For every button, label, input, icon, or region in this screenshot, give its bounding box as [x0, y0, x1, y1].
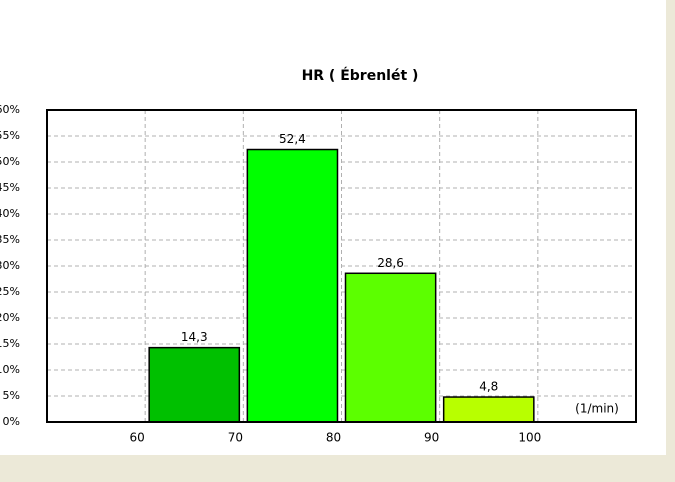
y-tick-label: 20%	[0, 311, 20, 324]
chart-title: HR ( Ébrenlét )	[302, 67, 419, 84]
y-tick-label: 35%	[0, 233, 20, 246]
y-tick-label: 60%	[0, 103, 20, 116]
y-tick-label: 5%	[3, 389, 20, 402]
bar	[442, 396, 535, 423]
y-tick-label: 55%	[0, 129, 20, 142]
x-tick-label: 100	[518, 431, 541, 445]
data-label: 52,4	[279, 132, 306, 146]
y-tick-label: 0%	[3, 415, 20, 428]
y-tick-label: 40%	[0, 207, 20, 220]
data-label: 28,6	[377, 256, 404, 270]
data-label: 4,8	[479, 380, 498, 394]
y-tick-label: 30%	[0, 259, 20, 272]
y-tick-label: 15%	[0, 337, 20, 350]
plot-frame	[46, 109, 637, 423]
y-tick-label: 50%	[0, 155, 20, 168]
y-tick-label: 45%	[0, 181, 20, 194]
data-label: 14,3	[181, 330, 208, 344]
x-tick-label: 90	[424, 431, 439, 445]
x-tick-label: 70	[228, 431, 243, 445]
bar	[148, 346, 241, 423]
bar	[246, 148, 339, 423]
x-tick-label: 80	[326, 431, 341, 445]
x-axis-label: (1/min)	[575, 402, 619, 416]
y-tick-label: 25%	[0, 285, 20, 298]
bar	[344, 272, 437, 423]
x-tick-label: 60	[130, 431, 145, 445]
y-tick-label: 10%	[0, 363, 20, 376]
